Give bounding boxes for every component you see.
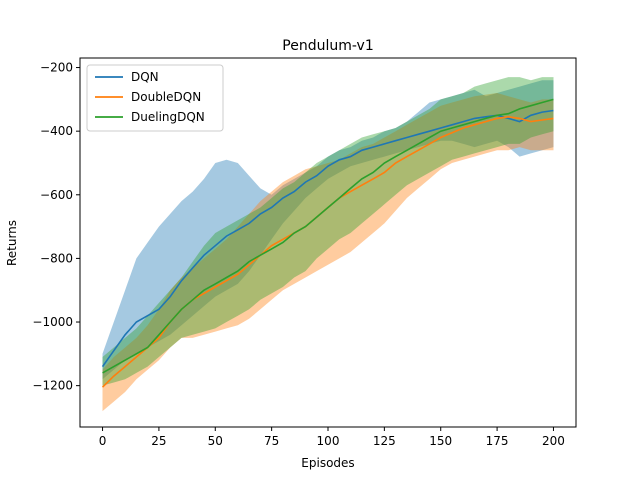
confidence-bands bbox=[102, 77, 554, 412]
x-tick-label: 25 bbox=[151, 434, 166, 448]
y-tick-label: −400 bbox=[40, 124, 73, 138]
x-axis-ticks: 0 25 50 75 100 125 150 175 200 bbox=[99, 427, 565, 448]
y-axis-ticks: −1200 −1000 −800 −600 −400 −200 bbox=[32, 61, 80, 393]
legend-label: DQN bbox=[131, 70, 159, 84]
x-tick-label: 150 bbox=[429, 434, 452, 448]
y-tick-label: −1000 bbox=[32, 315, 73, 329]
legend-box bbox=[86, 64, 224, 132]
y-tick-label: −1200 bbox=[32, 379, 73, 393]
dqn-band bbox=[102, 80, 554, 380]
doubledqn-band bbox=[102, 93, 554, 412]
x-tick-label: 0 bbox=[99, 434, 107, 448]
x-tick-label: 100 bbox=[317, 434, 340, 448]
x-axis-label: Episodes bbox=[301, 456, 354, 470]
x-tick-label: 125 bbox=[373, 434, 396, 448]
legend-label: DoubleDQN bbox=[131, 90, 201, 104]
x-tick-label: 50 bbox=[208, 434, 223, 448]
legend-label: DuelingDQN bbox=[131, 110, 205, 124]
chart-title: Pendulum-v1 bbox=[282, 38, 373, 54]
x-tick-label: 75 bbox=[264, 434, 279, 448]
y-tick-label: −800 bbox=[40, 251, 73, 265]
y-tick-label: −200 bbox=[40, 61, 73, 75]
duelingdqn-line bbox=[102, 98, 554, 374]
legend: DQN DoubleDQN DuelingDQN bbox=[86, 64, 224, 132]
x-tick-label: 200 bbox=[542, 434, 565, 448]
x-tick-label: 175 bbox=[486, 434, 509, 448]
y-tick-label: −600 bbox=[40, 188, 73, 202]
y-axis-label: Returns bbox=[5, 220, 19, 266]
series-lines bbox=[101, 98, 554, 388]
duelingdqn-band bbox=[102, 77, 554, 386]
dqn-line bbox=[101, 109, 554, 368]
